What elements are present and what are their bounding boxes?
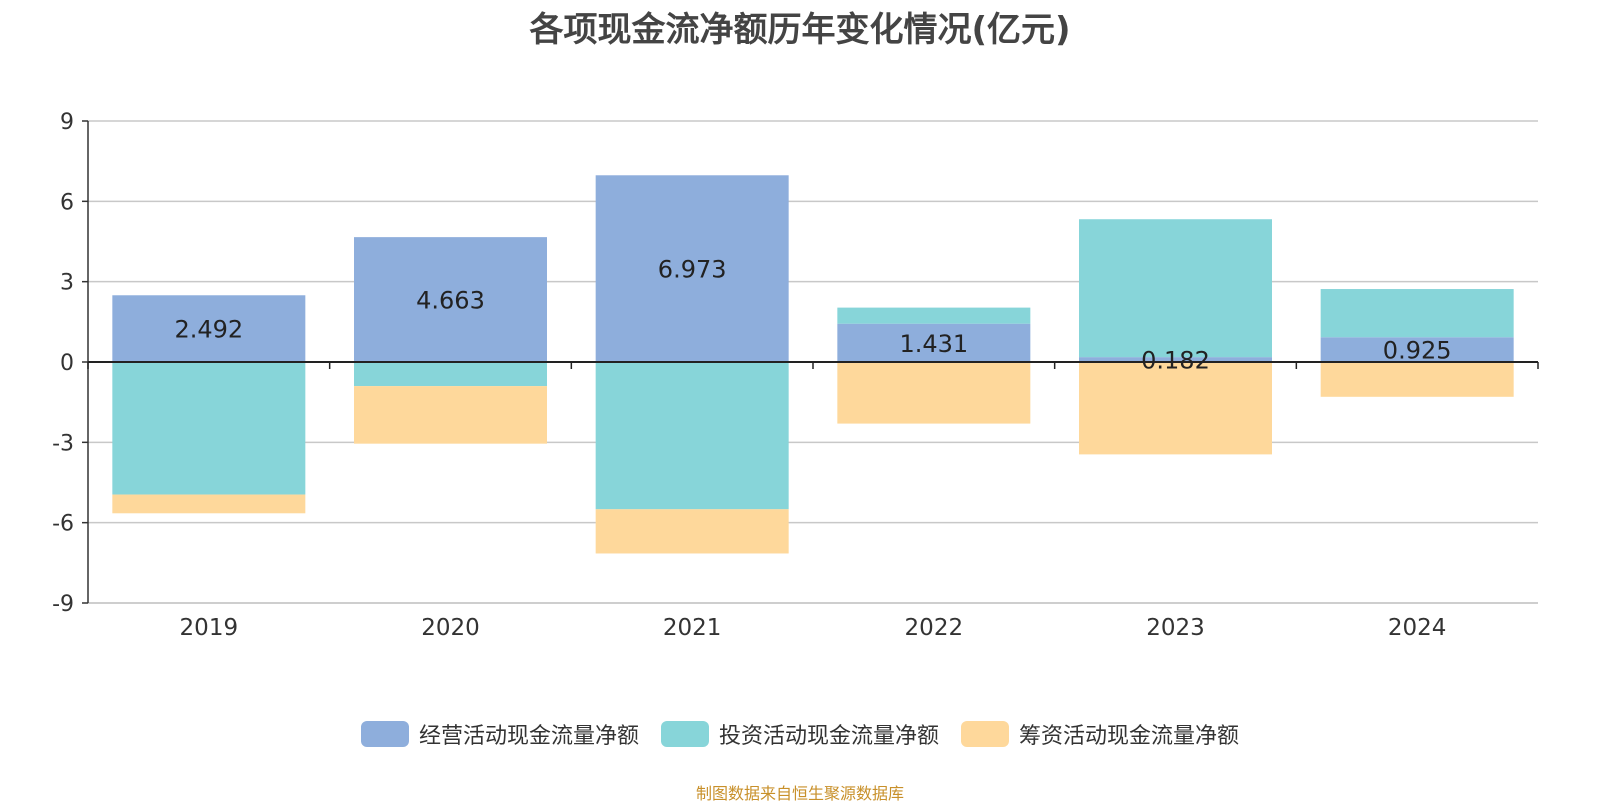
source-note: 制图数据来自恒生聚源数据库 xyxy=(695,784,904,803)
x-tick-label: 2020 xyxy=(421,615,480,641)
legend-swatch-investing xyxy=(660,721,709,747)
bar-2022-series-0 xyxy=(837,323,1031,362)
bar-2024-series-2 xyxy=(1320,362,1514,397)
data-label-2022: 1.431 xyxy=(899,330,968,358)
bar-2024-series-0 xyxy=(1320,337,1514,362)
legend-item-financing[interactable]: 筹资活动现金流量净额 xyxy=(961,718,1239,750)
x-tick-label: 2019 xyxy=(180,615,239,641)
bar-2023-series-0 xyxy=(1079,357,1272,362)
bar-2021-series-0 xyxy=(595,175,789,362)
legend-item-investing[interactable]: 投资活动现金流量净额 xyxy=(660,718,939,750)
bar-2023-series-1 xyxy=(1079,219,1272,358)
x-tick-label: 2022 xyxy=(905,615,964,641)
data-label-2024: 0.925 xyxy=(1383,337,1452,365)
x-tick-label: 2023 xyxy=(1146,615,1205,641)
legend-label-investing: 投资活动现金流量净额 xyxy=(718,724,939,749)
y-tick-label: 0 xyxy=(60,351,74,376)
bar-2024-series-1 xyxy=(1320,289,1514,338)
data-labels: 2.492 4.663 6.973 1.431 0.182 0.925 xyxy=(174,256,1451,375)
y-tick-label: -3 xyxy=(52,431,74,456)
legend: 经营活动现金流量净额 投资活动现金流量净额 筹资活动现金流量净额 xyxy=(0,718,1600,750)
bars xyxy=(112,175,1514,554)
y-tick-label: 6 xyxy=(60,190,74,215)
data-label-2020: 4.663 xyxy=(416,287,485,315)
y-tick-label: -9 xyxy=(52,592,74,617)
bar-2020-series-0 xyxy=(354,237,547,362)
bar-2019-series-1 xyxy=(112,362,306,495)
bar-2022-series-1 xyxy=(837,307,1031,324)
chart-title: 各项现金流净额历年变化情况(亿元) xyxy=(529,10,1071,50)
axes: 9 6 3 0 -3 -6 -9 2019 2020 2021 2022 2023 2024 xyxy=(52,110,1539,641)
bar-2019-series-2 xyxy=(112,494,306,514)
legend-item-operating[interactable]: 经营活动现金流量净额 xyxy=(360,718,639,750)
bar-2021-series-2 xyxy=(595,509,789,554)
bar-2022-series-2 xyxy=(837,362,1031,424)
bar-2021-series-1 xyxy=(595,362,789,510)
y-tick-label: -6 xyxy=(52,512,74,537)
bar-2023-series-2 xyxy=(1079,362,1272,455)
data-label-2019: 2.492 xyxy=(174,316,243,344)
data-label-2021: 6.973 xyxy=(658,256,727,284)
legend-swatch-financing xyxy=(961,721,1009,747)
x-tick-label: 2021 xyxy=(663,615,722,641)
legend-swatch-operating xyxy=(360,721,409,747)
x-tick-label: 2024 xyxy=(1388,615,1447,641)
y-tick-label: 9 xyxy=(60,110,74,135)
data-label-2023: 0.182 xyxy=(1141,347,1210,375)
legend-label-financing: 筹资活动现金流量净额 xyxy=(1019,724,1240,749)
y-tick-label: 3 xyxy=(60,271,74,296)
legend-label-operating: 经营活动现金流量净额 xyxy=(418,724,639,749)
bar-2019-series-0 xyxy=(112,295,306,362)
bar-2020-series-2 xyxy=(354,386,547,444)
bar-2020-series-1 xyxy=(354,362,547,387)
grid-lines xyxy=(88,120,1538,604)
